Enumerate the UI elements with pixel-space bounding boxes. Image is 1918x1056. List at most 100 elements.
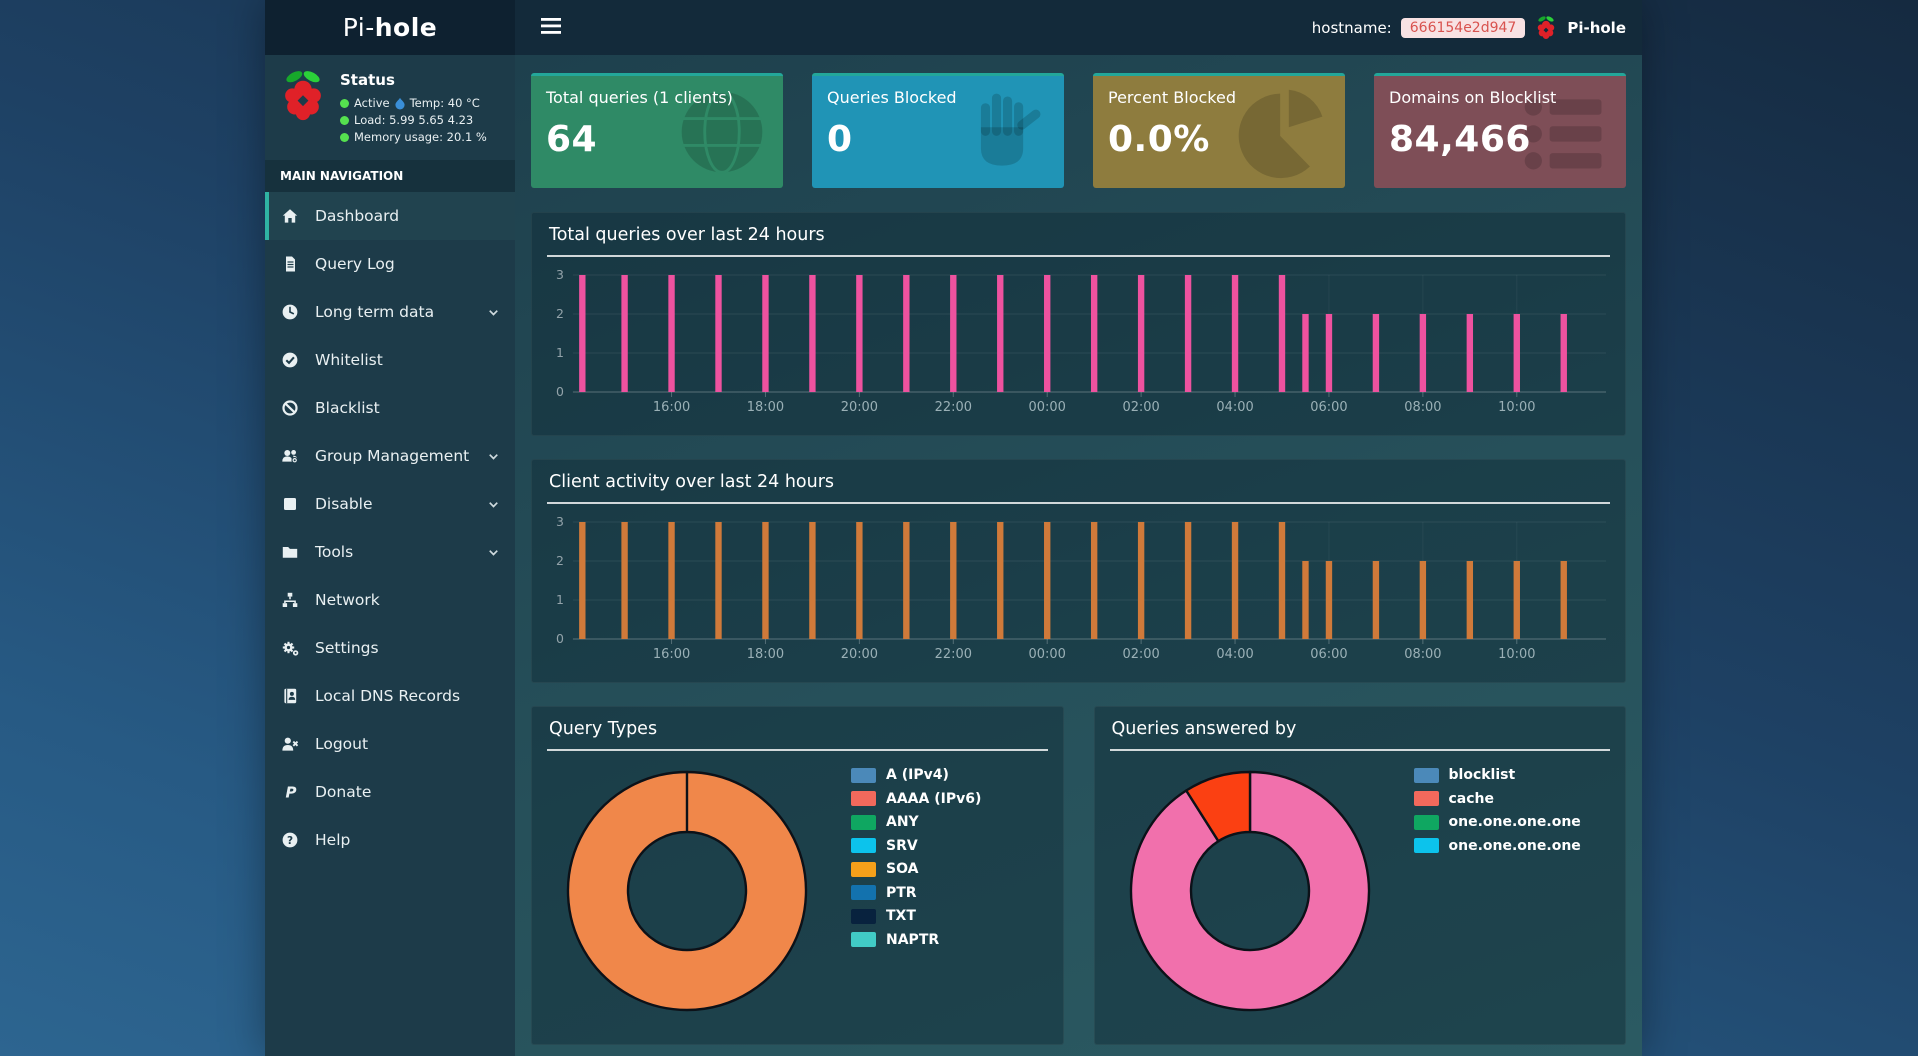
legend-swatch-icon	[1413, 838, 1439, 853]
answered-by-donut-chart[interactable]	[1124, 765, 1376, 1017]
sidebar-item-label: Group Management	[315, 447, 470, 465]
main-content: Total queries (1 clients) 64 Queries Block…	[515, 55, 1642, 1056]
sidebar-item-local-dns-records[interactable]: Local DNS Records	[265, 672, 515, 720]
sidebar-item-blacklist[interactable]: Blacklist	[265, 384, 515, 432]
svg-text:10:00: 10:00	[1498, 647, 1535, 662]
hostname-badge: 666154e2d947	[1400, 17, 1526, 38]
svg-text:?: ?	[287, 835, 293, 847]
svg-text:00:00: 00:00	[1029, 400, 1066, 415]
legend-item-soa[interactable]: SOA	[851, 861, 981, 877]
home-icon	[282, 209, 298, 223]
pihole-app: Pi-hole hostname: 666154e2d947 Pi-hole S…	[265, 0, 1642, 1056]
sidebar-item-long-term-data[interactable]: Long term data	[265, 288, 515, 336]
file-icon	[286, 256, 295, 272]
legend-item-cache[interactable]: cache	[1413, 791, 1581, 807]
svg-text:3: 3	[556, 267, 564, 282]
sidebar-item-query-log[interactable]: Query Log	[265, 240, 515, 288]
square-icon	[284, 498, 296, 510]
status-dot-icon	[340, 98, 349, 108]
svg-text:18:00: 18:00	[747, 647, 784, 662]
total-queries-bar-chart[interactable]: 0 1 2 3 16:00 18:00 20:00 22:00 00:00 02:00 04:00 0…	[547, 259, 1610, 429]
folder-icon	[282, 547, 298, 558]
legend-swatch-icon	[851, 932, 876, 947]
legend-label: blocklist	[1448, 767, 1516, 783]
legend-item-aaaa-ipv6[interactable]: AAAA (IPv6)	[851, 791, 981, 807]
sidebar-item-label: Query Log	[315, 255, 395, 273]
svg-text:06:00: 06:00	[1310, 647, 1347, 662]
sidebar-item-label: Blacklist	[315, 399, 380, 417]
svg-text:0: 0	[556, 384, 564, 399]
svg-text:08:00: 08:00	[1404, 400, 1441, 415]
ban-icon	[282, 400, 298, 416]
brand-logo[interactable]: Pi-hole	[265, 0, 515, 55]
answered-by-title: Queries answered by	[1111, 719, 1297, 739]
svg-text:06:00: 06:00	[1310, 400, 1347, 415]
card-value: 84,466	[1389, 119, 1531, 160]
client-activity-chart-title: Client activity over last 24 hours	[549, 472, 835, 492]
sidebar-item-network[interactable]: Network	[265, 576, 515, 624]
svg-text:04:00: 04:00	[1216, 647, 1253, 662]
legend-item-srv[interactable]: SRV	[851, 838, 981, 854]
legend-item-one-one-one-one[interactable]: one.one.one.one	[1413, 838, 1581, 854]
card-queries-blocked: Queries Blocked 0	[812, 73, 1064, 188]
sidebar-item-label: Help	[315, 831, 351, 849]
svg-text:20:00: 20:00	[841, 647, 878, 662]
legend-label: AAAA (IPv6)	[886, 790, 982, 807]
legend-label: PTR	[886, 884, 917, 901]
status-suffix: Temp: 40 °C	[409, 96, 480, 110]
sidebar-item-label: Logout	[315, 735, 369, 753]
legend-item-txt[interactable]: TXT	[851, 908, 981, 924]
legend-item-blocklist[interactable]: blocklist	[1413, 767, 1581, 783]
total-queries-chart-box: Total queries over last 24 hours 0 1 2 3 16:…	[531, 212, 1626, 436]
top-bar-main: hostname: 666154e2d947 Pi-hole	[515, 0, 1642, 55]
legend-swatch-icon	[851, 885, 876, 900]
sidebar-item-group-management[interactable]: Group Management	[265, 432, 515, 480]
pihole-logo-large	[277, 68, 329, 147]
sidebar-item-tools[interactable]: Tools	[265, 528, 515, 576]
pie-chart-icon	[1238, 89, 1323, 179]
header-brand-label[interactable]: Pi-hole	[1567, 18, 1626, 37]
sidebar-item-donate[interactable]: P Donate	[265, 768, 515, 816]
legend-item-ptr[interactable]: PTR	[851, 885, 981, 901]
card-domains-on-blocklist: Domains on Blocklist 84,466	[1374, 73, 1626, 188]
query-types-donut-chart[interactable]	[561, 765, 813, 1017]
status-row-2: Memory usage: 20.1 %	[340, 130, 487, 144]
svg-text:00:00: 00:00	[1029, 647, 1066, 662]
brand-text-pre: Pi-	[342, 13, 375, 42]
svg-text:22:00: 22:00	[935, 647, 972, 662]
paypal-icon: P	[286, 784, 297, 802]
legend-swatch-icon	[851, 767, 876, 783]
answered-by-box: Queries answered by blocklist cache one.on…	[1093, 706, 1626, 1045]
legend-item-one-one-one-one[interactable]: one.one.one.one	[1413, 814, 1581, 830]
legend-item-any[interactable]: ANY	[851, 814, 981, 830]
client-activity-bar-chart[interactable]: 0 1 2 3 16:00 18:00 20:00 22:00 00:00 02:00 04:00 0…	[547, 506, 1610, 676]
hand-block-icon	[980, 93, 1041, 166]
legend-item-a-ipv4[interactable]: A (IPv4)	[851, 767, 981, 783]
sidebar-item-disable[interactable]: Disable	[265, 480, 515, 528]
query-types-title: Query Types	[549, 719, 658, 739]
raspberry-logo-icon	[1538, 15, 1555, 39]
legend-swatch-icon	[851, 791, 876, 806]
sidebar-item-label: Local DNS Records	[315, 687, 461, 705]
legend-label: A (IPv4)	[886, 767, 949, 783]
sidebar-toggle-button[interactable]	[531, 12, 571, 43]
sidebar-item-settings[interactable]: Settings	[265, 624, 515, 672]
legend-item-naptr[interactable]: NAPTR	[851, 932, 981, 948]
client-activity-chart-box: Client activity over last 24 hours 0 1 2 3 1…	[531, 459, 1626, 683]
svg-text:P: P	[286, 784, 297, 802]
list-icon	[1524, 98, 1602, 170]
card-value: 0	[827, 119, 853, 160]
sidebar-item-logout[interactable]: Logout	[265, 720, 515, 768]
status-dot-icon	[340, 132, 349, 142]
svg-text:0: 0	[556, 631, 564, 646]
query-types-legend: A (IPv4) AAAA (IPv6) ANY SRV SOA PTR TXT NAPTR	[851, 767, 981, 1017]
raspberry-logo-icon	[285, 71, 321, 121]
sidebar-item-whitelist[interactable]: Whitelist	[265, 336, 515, 384]
sidebar-item-label: Dashboard	[315, 207, 400, 225]
temperature-flame-icon	[394, 97, 405, 109]
sidebar-item-label: Tools	[315, 543, 354, 561]
card-total-queries-1-clients: Total queries (1 clients) 64	[531, 73, 783, 188]
sidebar-item-help[interactable]: ? Help	[265, 816, 515, 864]
status-text: Active	[354, 96, 390, 110]
sidebar-item-dashboard[interactable]: Dashboard	[265, 192, 515, 240]
